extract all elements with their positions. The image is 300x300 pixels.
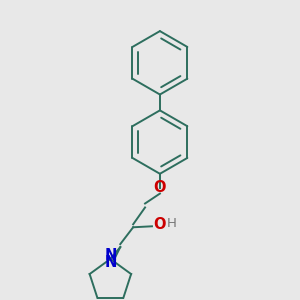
- Text: N: N: [104, 248, 117, 262]
- Text: O: O: [154, 217, 166, 232]
- Text: N: N: [104, 255, 117, 270]
- Text: O: O: [154, 180, 166, 195]
- Text: H: H: [167, 217, 177, 230]
